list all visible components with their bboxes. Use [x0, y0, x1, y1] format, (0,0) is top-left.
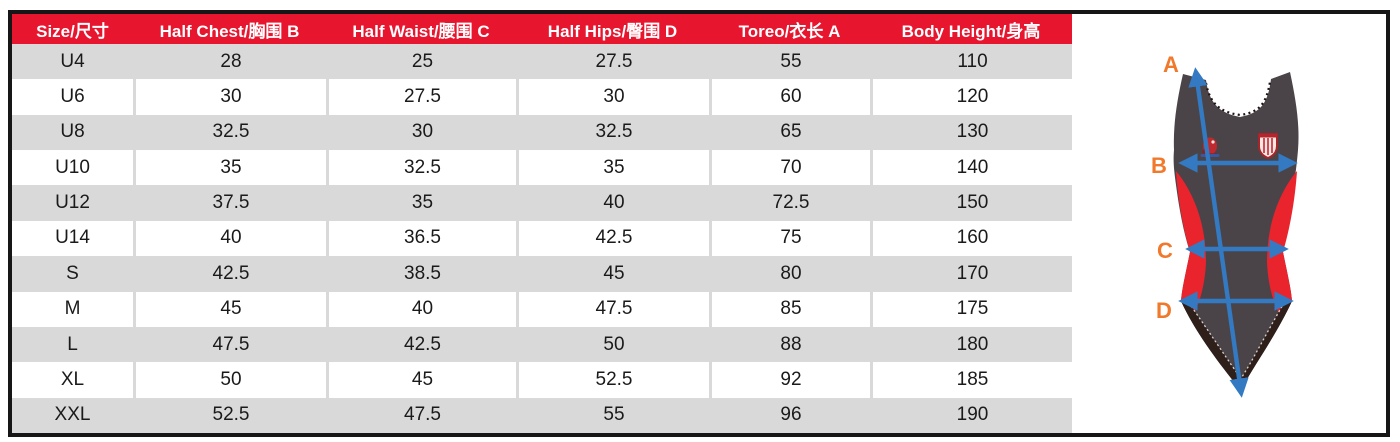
value-cell: 47.5 [326, 397, 516, 433]
value-cell: 30 [133, 79, 326, 115]
value-cell: 170 [870, 256, 1072, 292]
measurement-arrows [1178, 67, 1298, 398]
value-cell: 55 [709, 44, 870, 80]
table-row: L 47.5 42.5 50 88 180 [12, 326, 1072, 363]
header-cell-body-height: Body Height/身高 [901, 21, 1041, 41]
value-cell: 80 [709, 256, 870, 292]
size-cell: U14 [55, 227, 90, 249]
size-chart-frame: Size/尺寸 Half Chest/胸围 B Half Waist/腰围 C … [8, 10, 1390, 437]
value-cell: 45 [516, 256, 709, 292]
value-cell: 75 [709, 220, 870, 257]
size-cell: M [64, 298, 81, 320]
value-cell: 32.5 [516, 114, 709, 151]
crest-logo [1258, 133, 1278, 160]
size-cell: S [12, 256, 133, 292]
label-a: A [1163, 52, 1179, 77]
size-cell: U10 [55, 156, 90, 178]
value-cell: 150 [870, 185, 1072, 221]
table-row: U10 35 32.5 35 70 140 [12, 150, 1072, 186]
size-table: Size/尺寸 Half Chest/胸围 B Half Waist/腰围 C … [12, 14, 1072, 433]
size-cell: XL [60, 368, 85, 390]
value-cell: 85 [709, 291, 870, 327]
size-cell: L [12, 326, 133, 363]
value-cell: 52.5 [516, 362, 709, 398]
value-cell: 185 [870, 362, 1072, 398]
swimsuit-illustration: A B C D [1151, 52, 1299, 398]
value-cell: 88 [709, 326, 870, 363]
value-cell: 40 [133, 220, 326, 257]
value-cell: 30 [326, 114, 516, 151]
table-row: XL 50 45 52.5 92 185 [12, 362, 1072, 398]
value-cell: 72.5 [709, 185, 870, 221]
swimsuit-body [1173, 72, 1299, 388]
value-cell: 92 [709, 362, 870, 398]
size-cell: U4 [12, 44, 133, 80]
size-cell: U8 [12, 114, 133, 151]
header-cell-size: Size/尺寸 [36, 21, 109, 41]
table-row: U4 28 25 27.5 55 110 [12, 44, 1072, 80]
label-b: B [1151, 153, 1167, 178]
value-cell: 190 [870, 397, 1072, 433]
value-cell: 160 [870, 220, 1072, 257]
header-cell-toreo: Toreo/衣长 A [738, 21, 841, 41]
value-cell: 55 [516, 397, 709, 433]
table-row: U14 40 36.5 42.5 75 160 [12, 220, 1072, 257]
value-cell: 42.5 [133, 256, 326, 292]
value-cell: 45 [133, 291, 326, 327]
header-cell-half-hips: Half Hips/臀围 D [547, 21, 678, 41]
value-cell: 38.5 [326, 256, 516, 292]
value-cell: 28 [133, 44, 326, 80]
value-cell: 32.5 [326, 150, 516, 186]
value-cell: 47.5 [133, 326, 326, 363]
value-cell: 175 [870, 291, 1072, 327]
table-row: S 42.5 38.5 45 80 170 [12, 256, 1072, 292]
arrow-a-length [1188, 67, 1249, 398]
table-row: M 45 40 47.5 85 175 [12, 291, 1072, 327]
value-cell: 120 [870, 79, 1072, 115]
value-cell: 25 [326, 44, 516, 80]
value-cell: 27.5 [516, 44, 709, 80]
table-row: U6 30 27.5 30 60 120 [12, 79, 1072, 115]
value-cell: 27.5 [326, 79, 516, 115]
table-row: XXL 52.5 47.5 55 96 190 [12, 397, 1072, 433]
size-cell: XXL [12, 397, 133, 433]
value-cell: 40 [516, 185, 709, 221]
leg-opening-right [1240, 301, 1292, 388]
stitch-line-right [1239, 302, 1285, 381]
value-cell: 180 [870, 326, 1072, 363]
value-cell: 52.5 [133, 397, 326, 433]
table-header-row: Size/尺寸 Half Chest/胸围 B Half Waist/腰围 C … [12, 14, 1072, 44]
table-row: U8 32.5 30 32.5 65 130 [12, 114, 1072, 151]
value-cell: 35 [133, 150, 326, 186]
value-cell: 96 [709, 397, 870, 433]
value-cell: 47.5 [516, 291, 709, 327]
label-d: D [1156, 298, 1172, 323]
value-cell: 30 [516, 79, 709, 115]
table-row: U12 37.5 35 40 72.5 150 [12, 185, 1072, 221]
value-cell: 32.5 [133, 114, 326, 151]
value-cell: 42.5 [516, 220, 709, 257]
value-cell: 35 [516, 150, 709, 186]
value-cell: 140 [870, 150, 1072, 186]
value-cell: 37.5 [133, 185, 326, 221]
value-cell: 42.5 [326, 326, 516, 363]
size-cell: U12 [12, 185, 133, 221]
header-cell-half-waist: Half Waist/腰围 C [352, 21, 490, 41]
value-cell: 70 [709, 150, 870, 186]
value-cell: 36.5 [326, 220, 516, 257]
label-c: C [1157, 238, 1173, 263]
value-cell: 45 [326, 362, 516, 398]
value-cell: 110 [870, 44, 1072, 80]
value-cell: 65 [709, 114, 870, 151]
value-cell: 130 [870, 114, 1072, 151]
value-cell: 35 [326, 185, 516, 221]
measurement-diagram: A B C D [1072, 14, 1386, 433]
value-cell: 40 [326, 291, 516, 327]
value-cell: 50 [516, 326, 709, 363]
size-cell: U6 [60, 86, 85, 108]
header-cell-half-chest: Half Chest/胸围 B [159, 21, 300, 41]
value-cell: 50 [133, 362, 326, 398]
value-cell: 60 [709, 79, 870, 115]
